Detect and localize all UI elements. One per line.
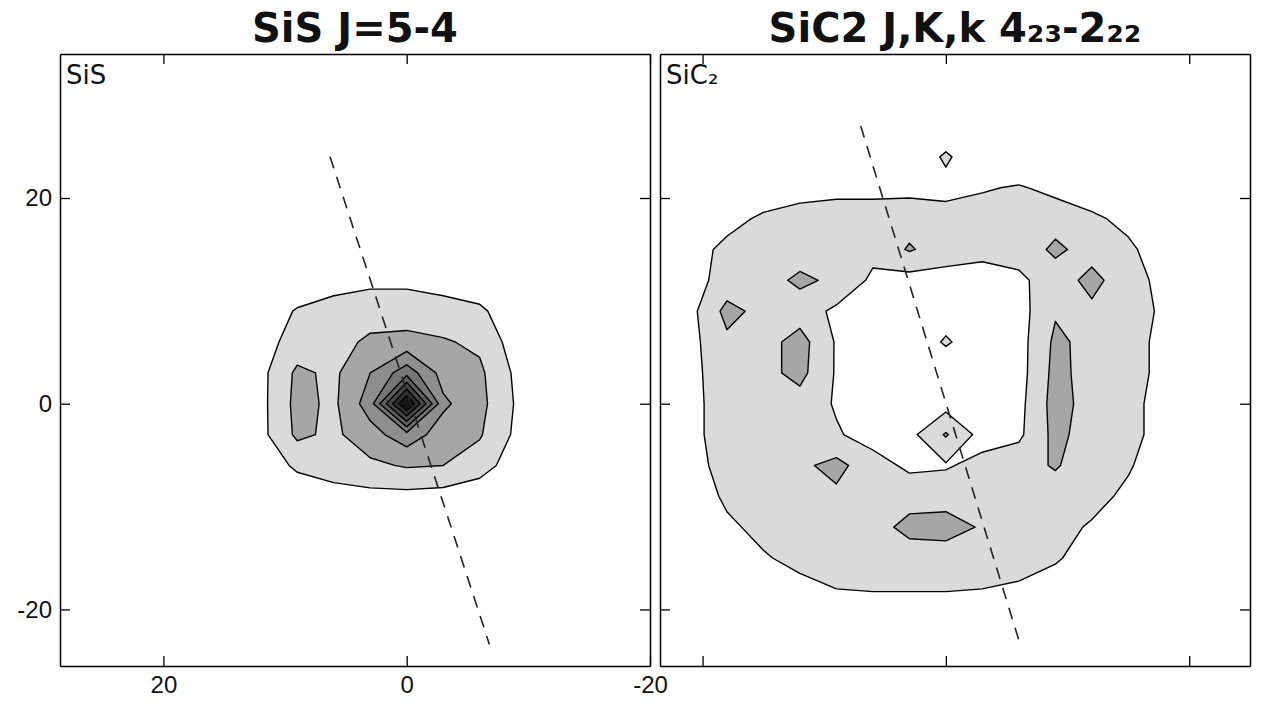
top-axis xyxy=(661,54,1251,64)
left-axis: 20 0 -20 xyxy=(17,55,70,667)
axis-line xyxy=(1250,55,1252,667)
tick-mark xyxy=(702,656,703,666)
tick-mark xyxy=(60,404,70,405)
tick-mark xyxy=(640,198,650,199)
contour xyxy=(393,389,420,416)
panel-label: SiS xyxy=(66,60,106,90)
bottom-axis: 20 0 -20 xyxy=(61,656,668,698)
tick xyxy=(163,54,164,64)
tick-mark xyxy=(407,54,408,64)
contour xyxy=(290,330,487,467)
panel: SiS J=5-4 20 0 -20 20 0 -20 SiS xyxy=(17,5,668,698)
tick-label: -20 xyxy=(633,671,668,698)
tick-mark xyxy=(407,656,408,666)
tick-mark xyxy=(1189,656,1190,666)
tick-mark xyxy=(60,609,70,610)
contour xyxy=(380,376,432,427)
axis-line xyxy=(660,55,662,667)
tick xyxy=(1189,54,1190,64)
tick-mark xyxy=(640,609,650,610)
contour xyxy=(373,365,438,433)
tick-mark xyxy=(660,404,670,405)
axis-line xyxy=(61,54,651,56)
contour xyxy=(386,382,426,421)
axis-line xyxy=(661,666,1251,668)
tick-mark xyxy=(1240,404,1250,405)
contour xyxy=(697,152,1154,592)
plot-area xyxy=(697,126,1154,640)
tick xyxy=(640,609,650,610)
tick-label: 0 xyxy=(39,390,52,417)
tick-mark xyxy=(640,404,650,405)
panel-label: SiC₂ xyxy=(666,60,718,90)
tick-mark xyxy=(946,54,947,64)
tick-mark xyxy=(946,656,947,666)
top-axis xyxy=(61,54,651,64)
figure: SiS J=5-4 20 0 -20 20 0 -20 SiS SiC2 J,K,k 4₂₃-2… xyxy=(0,0,1280,725)
tick: 20 xyxy=(151,656,178,698)
axis-line xyxy=(661,54,1251,56)
tick xyxy=(946,54,947,64)
tick xyxy=(1240,198,1250,199)
plot-area xyxy=(268,157,514,645)
left-axis xyxy=(660,55,670,667)
tick: -20 xyxy=(17,596,70,623)
contour xyxy=(399,396,414,411)
tick xyxy=(1189,656,1190,666)
contour xyxy=(359,351,451,447)
tick: 20 xyxy=(25,184,70,211)
tick-mark xyxy=(60,198,70,199)
tick-label: -20 xyxy=(17,596,52,623)
axis-line xyxy=(650,55,652,667)
tick-label: 20 xyxy=(151,671,178,698)
contour xyxy=(720,239,1104,541)
tick xyxy=(703,656,704,666)
tick: 0 xyxy=(39,390,70,417)
tick-label: 0 xyxy=(401,671,414,698)
tick xyxy=(1240,404,1250,405)
tick-mark xyxy=(1189,54,1190,64)
reference-line xyxy=(861,126,1019,640)
panel: SiC2 J,K,k 4₂₃-2₂₂ SiC₂ xyxy=(660,5,1251,667)
tick xyxy=(1240,609,1250,610)
bottom-axis xyxy=(661,656,1251,667)
tick xyxy=(660,198,670,199)
panel-title: SiS J=5-4 xyxy=(252,5,458,51)
panel-title: SiC2 J,K,k 4₂₃-2₂₂ xyxy=(769,5,1142,51)
tick-mark xyxy=(1240,609,1250,610)
tick-mark xyxy=(660,609,670,610)
tick xyxy=(407,54,408,64)
tick: 0 xyxy=(401,656,414,698)
right-axis xyxy=(640,55,651,667)
contour xyxy=(268,289,514,490)
tick-mark xyxy=(660,198,670,199)
tick xyxy=(946,656,947,666)
right-axis xyxy=(1240,55,1251,667)
tick-label: 20 xyxy=(25,184,52,211)
tick-mark xyxy=(1240,198,1250,199)
tick xyxy=(660,404,670,405)
tick xyxy=(660,609,670,610)
reference-line xyxy=(330,157,489,645)
tick-mark xyxy=(163,54,164,64)
tick-mark xyxy=(163,656,164,666)
axis-line xyxy=(60,55,62,667)
tick xyxy=(640,198,650,199)
tick xyxy=(640,404,650,405)
axis-line xyxy=(61,666,651,668)
